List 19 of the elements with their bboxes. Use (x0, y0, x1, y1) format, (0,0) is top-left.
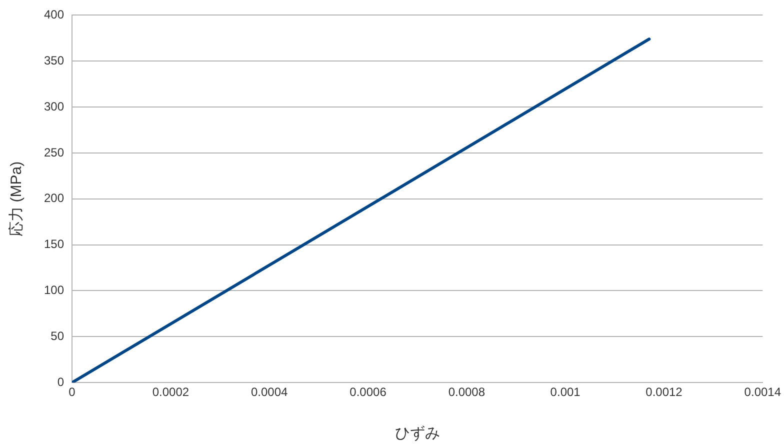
y-tick-label: 250 (44, 145, 64, 160)
x-tick-label: 0.0014 (744, 385, 782, 400)
y-tick-label: 200 (44, 191, 64, 206)
x-tick-label: 0.0004 (250, 385, 288, 400)
x-tick-label: 0.0002 (152, 385, 190, 400)
x-tick-label: 0.0006 (350, 385, 387, 400)
y-tick-label: 400 (44, 8, 64, 22)
y-tick-label: 350 (44, 53, 64, 68)
y-axis-title: 応力 (MPa) (8, 161, 26, 236)
x-tick-label: 0.0012 (646, 385, 683, 400)
y-tick-label: 150 (44, 237, 64, 252)
y-tick-label: 0 (57, 374, 64, 389)
y-tick-label: 50 (50, 328, 64, 343)
y-tick-label: 300 (44, 99, 64, 114)
x-axis-title: ひずみ (394, 425, 440, 442)
y-tick-label: 100 (44, 283, 64, 298)
x-tick-label: 0.001 (550, 385, 581, 400)
x-tick-label: 0.0008 (448, 385, 486, 400)
x-tick-label: 0 (68, 385, 76, 400)
